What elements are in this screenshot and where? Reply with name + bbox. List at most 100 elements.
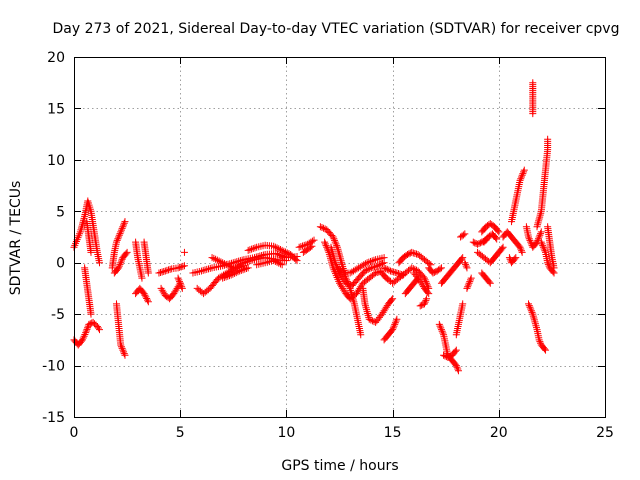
data-point <box>517 245 525 253</box>
data-point <box>87 310 95 318</box>
data-point <box>331 259 339 267</box>
data-point <box>115 231 123 239</box>
data-point <box>84 324 92 332</box>
data-point <box>451 360 459 368</box>
data-point <box>117 343 125 351</box>
data-point <box>485 278 493 286</box>
data-point <box>242 264 250 272</box>
data-point <box>343 280 351 288</box>
data-point <box>120 221 128 229</box>
data-point <box>143 296 151 304</box>
data-point <box>385 276 393 284</box>
data-point <box>272 249 280 257</box>
data-point <box>331 236 339 244</box>
data-point <box>119 223 127 231</box>
data-point <box>493 235 501 243</box>
data-point <box>393 269 401 277</box>
data-point <box>529 110 537 118</box>
data-point <box>280 247 288 255</box>
data-point <box>161 267 169 275</box>
data-point <box>365 315 373 323</box>
x-tick-label: 5 <box>176 425 185 441</box>
data-point <box>120 219 128 227</box>
data-point <box>224 272 232 280</box>
data-point <box>367 264 375 272</box>
data-point <box>78 336 86 344</box>
data-point <box>178 283 186 291</box>
data-point <box>119 346 127 354</box>
data-point <box>205 265 213 273</box>
data-point <box>425 259 433 267</box>
data-point <box>452 362 460 370</box>
data-point <box>375 261 383 269</box>
data-point <box>459 300 467 308</box>
data-point <box>417 279 425 287</box>
data-point <box>535 217 543 225</box>
data-point <box>215 257 223 265</box>
data-point <box>306 243 314 251</box>
data-point <box>364 265 372 273</box>
data-point <box>391 268 399 276</box>
data-point <box>180 248 188 256</box>
data-point <box>530 316 538 324</box>
data-point <box>242 258 250 266</box>
data-point <box>388 296 396 304</box>
data-point <box>388 327 396 335</box>
data-point <box>316 223 324 231</box>
data-point <box>143 295 151 303</box>
data-point <box>338 261 346 269</box>
data-point <box>225 272 233 280</box>
data-point <box>141 291 149 299</box>
data-point <box>511 255 519 263</box>
data-point <box>363 308 371 316</box>
data-point <box>377 260 385 268</box>
x-tick-label: 10 <box>277 425 295 441</box>
data-point <box>138 274 146 282</box>
data-point <box>117 226 125 234</box>
data-point <box>467 274 475 282</box>
data-point <box>516 243 524 251</box>
data-point <box>527 305 535 313</box>
data-point <box>436 265 444 273</box>
data-point <box>113 236 121 244</box>
data-point <box>539 242 547 250</box>
data-point <box>176 263 184 271</box>
data-point <box>361 267 369 275</box>
data-point <box>372 262 380 270</box>
data-point <box>536 213 544 221</box>
data-point <box>175 276 183 284</box>
data-point <box>383 265 391 273</box>
data-point <box>361 300 369 308</box>
data-point <box>420 300 428 308</box>
data-point <box>363 266 371 274</box>
data-point <box>386 267 394 275</box>
data-point <box>540 345 548 353</box>
data-point <box>308 237 316 245</box>
data-point <box>370 318 378 326</box>
y-axis-label: SDTVAR / TECUs <box>8 181 24 296</box>
data-point <box>222 260 230 268</box>
data-point <box>530 314 538 322</box>
data-point <box>122 250 130 258</box>
data-point <box>526 236 534 244</box>
data-point <box>535 215 543 223</box>
data-point <box>112 238 120 246</box>
data-point <box>537 228 545 236</box>
data-point <box>527 238 535 246</box>
data-point <box>219 274 227 282</box>
data-point <box>278 261 286 269</box>
data-point <box>234 268 242 276</box>
data-point <box>338 259 346 267</box>
data-point <box>213 256 221 264</box>
data-point <box>520 166 528 174</box>
data-point <box>409 265 417 273</box>
data-point <box>121 351 129 359</box>
data-point <box>81 330 89 338</box>
data-point <box>331 238 339 246</box>
x-tick-label: 0 <box>70 425 79 441</box>
data-point <box>542 346 550 354</box>
data-point <box>463 264 471 272</box>
data-point <box>389 324 397 332</box>
data-point <box>249 256 257 264</box>
data-point <box>206 264 214 272</box>
